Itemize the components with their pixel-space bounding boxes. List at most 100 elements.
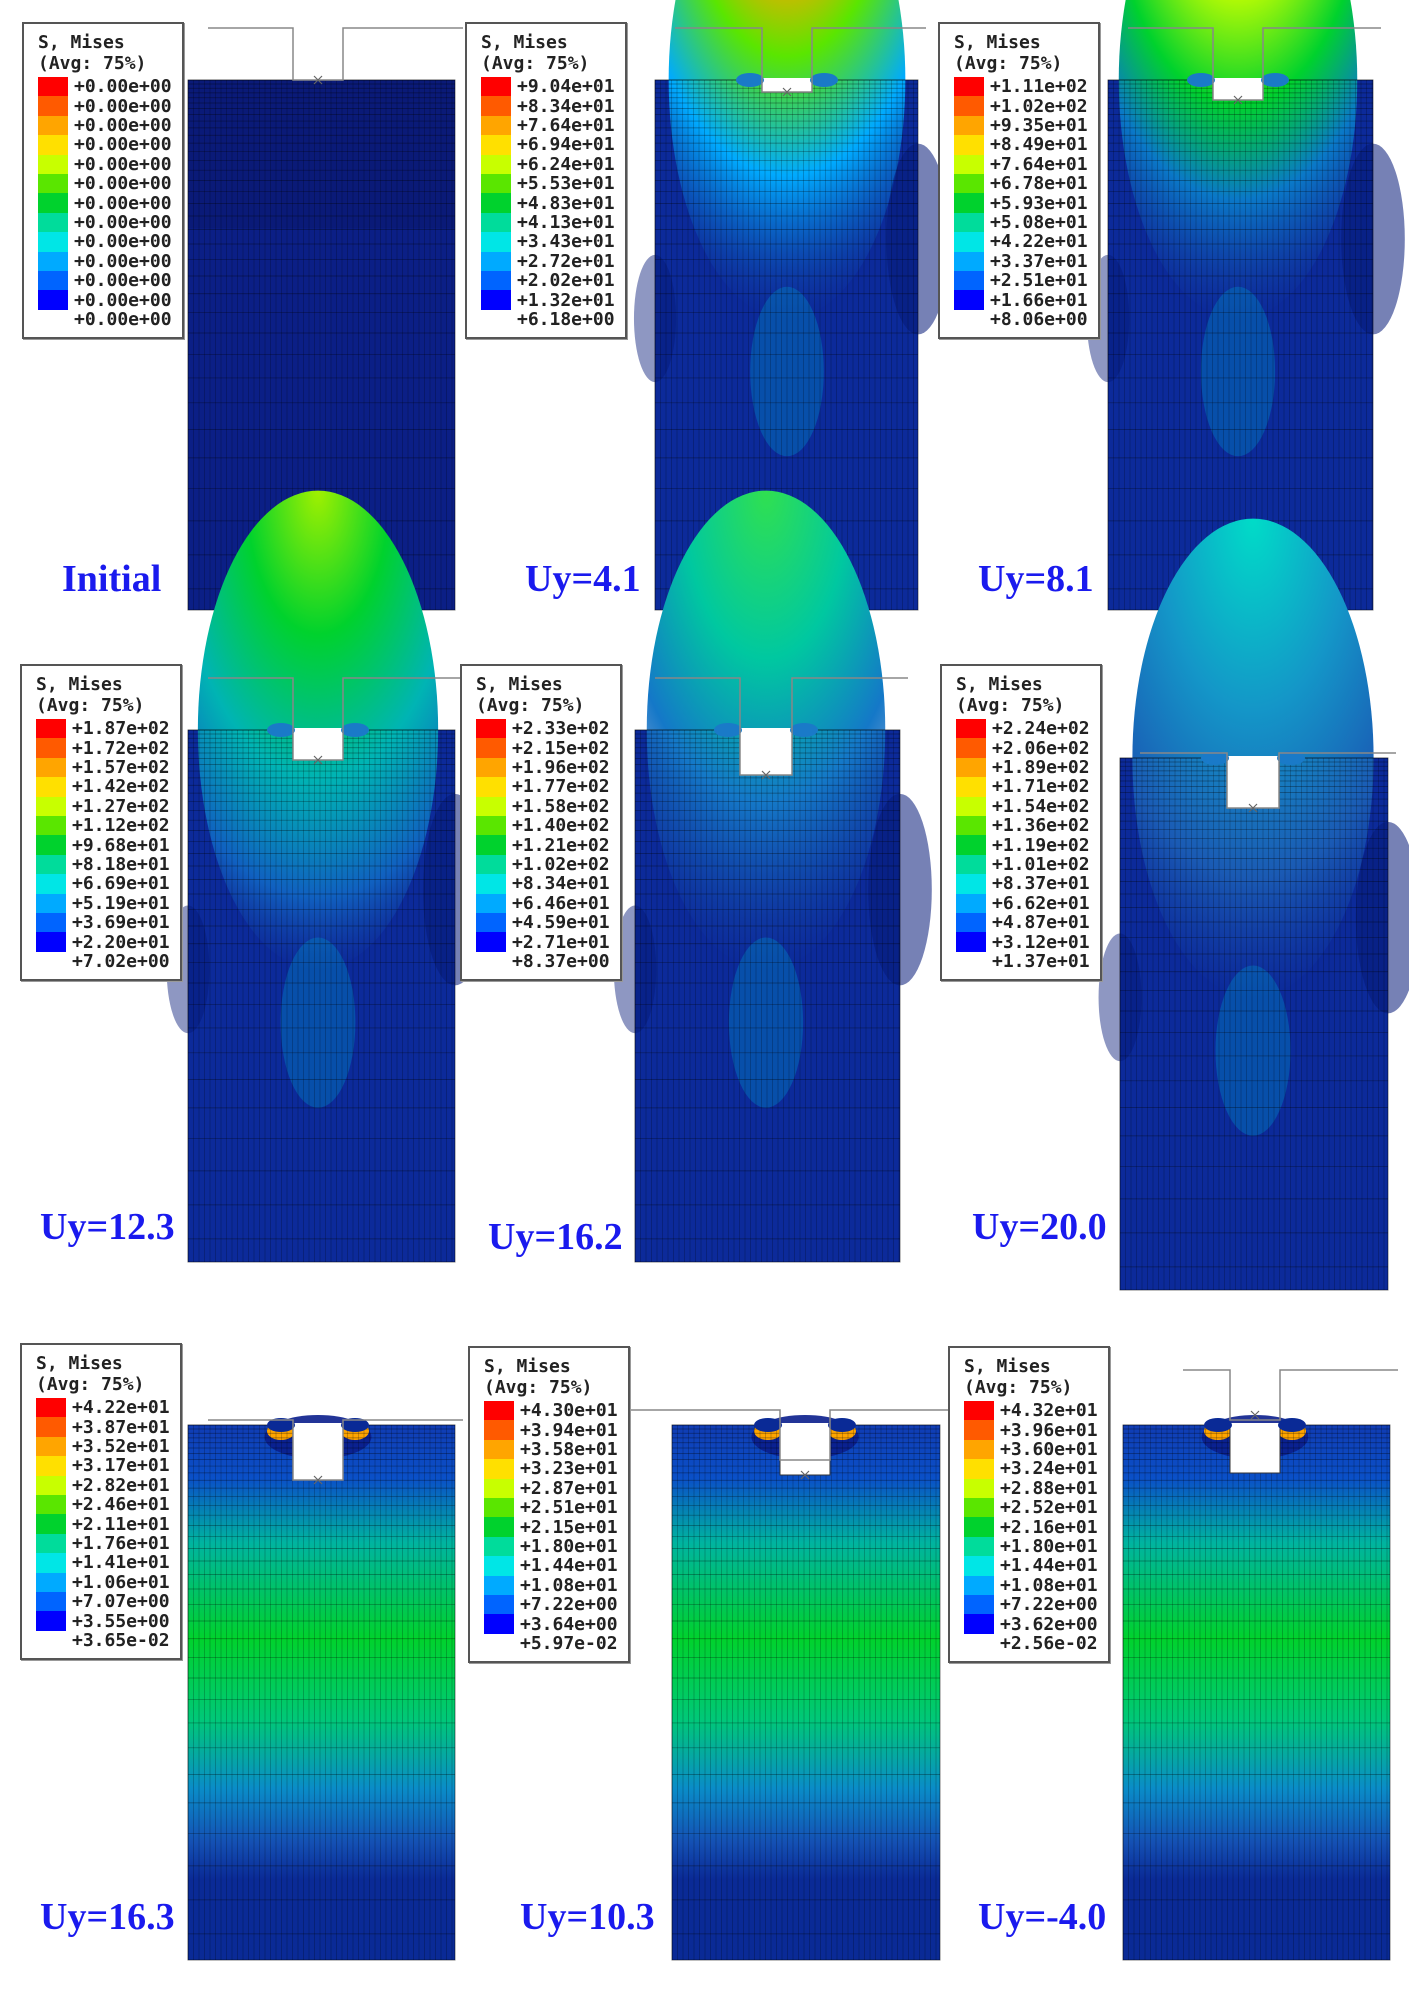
- legend-row: +1.32e+01: [481, 289, 615, 311]
- legend-title: S, Mises: [481, 32, 568, 53]
- legend-7: S, Mises (Avg: 75%) +4.22e+01 +3.87e+01 +3.5…: [20, 1343, 182, 1661]
- legend-row: +7.22e+00: [484, 1594, 618, 1615]
- legend-row: +4.30e+01: [484, 1400, 618, 1422]
- legend-value: +7.02e+00: [72, 950, 170, 972]
- legend-swatch: [476, 796, 506, 816]
- legend-row: +5.08e+01: [954, 212, 1088, 233]
- legend-swatch: [38, 135, 68, 155]
- pile-up-bump: [1187, 73, 1215, 87]
- legend-swatch: [36, 932, 66, 952]
- legend-swatch: [476, 912, 506, 933]
- legend-value: +1.96e+02: [512, 756, 610, 778]
- legend-row: +8.37e+01: [956, 873, 1090, 895]
- legend-swatch: [964, 1594, 994, 1615]
- contour-panel-3: [1086, 0, 1405, 611]
- legend-scale: +1.11e+02 +1.02e+02 +9.35e+01 +8.49e+01 +7.6…: [954, 76, 1088, 330]
- legend-row: +1.57e+02: [36, 757, 170, 778]
- legend-value: +8.37e+00: [512, 950, 610, 972]
- legend-value: +0.00e+00: [74, 76, 172, 98]
- legend-swatch: [956, 854, 986, 875]
- legend-value: +1.27e+02: [72, 795, 170, 817]
- legend-value: +2.52e+01: [1000, 1497, 1098, 1519]
- legend-row: +5.19e+01: [36, 893, 170, 914]
- legend-value: +1.19e+02: [992, 834, 1090, 856]
- legend-value: +0.00e+00: [74, 153, 172, 175]
- legend-row: +1.36e+02: [956, 815, 1090, 836]
- legend-row: +3.62e+00: [964, 1613, 1098, 1635]
- legend-row: +1.37e+01: [956, 950, 1090, 972]
- legend-value: +3.62e+00: [1000, 1613, 1098, 1635]
- legend-value: +2.72e+01: [517, 250, 615, 272]
- legend-value: +6.62e+01: [992, 892, 1090, 914]
- legend-swatch: [954, 251, 984, 271]
- legend-swatch: [36, 1611, 66, 1631]
- legend-row: +1.42e+02: [36, 776, 170, 797]
- legend-swatch: [956, 912, 986, 933]
- legend-swatch: [956, 796, 986, 816]
- legend-swatch: [38, 193, 68, 213]
- legend-row: +0.00e+00: [38, 76, 172, 98]
- legend-value: +4.22e+01: [72, 1397, 170, 1419]
- legend-title: S, Mises: [956, 674, 1043, 695]
- legend-value: +8.06e+00: [990, 308, 1088, 330]
- legend-swatch: [36, 1417, 66, 1437]
- legend-swatch: [964, 1536, 994, 1557]
- legend-row: +3.69e+01: [36, 912, 170, 933]
- legend-value: +1.02e+02: [990, 95, 1088, 117]
- legend-value: +1.37e+01: [992, 950, 1090, 972]
- legend-row: +2.72e+01: [481, 250, 615, 272]
- legend-swatch: [481, 173, 511, 194]
- legend-row: +4.13e+01: [481, 212, 615, 233]
- legend-value: +1.32e+01: [517, 289, 615, 311]
- legend-swatch: [38, 77, 68, 97]
- legend-row: +0.00e+00: [38, 231, 172, 252]
- legend-row: +2.15e+01: [484, 1516, 618, 1538]
- legend-value: +9.35e+01: [990, 114, 1088, 136]
- legend-row: +6.46e+01: [476, 893, 610, 914]
- legend-value: +2.15e+01: [520, 1516, 618, 1538]
- legend-value: +2.06e+02: [992, 737, 1090, 759]
- panel-caption: Uy=4.1: [525, 558, 641, 600]
- legend-subtitle: (Avg: 75%): [484, 1377, 593, 1398]
- reference-point-marker: [1233, 95, 1243, 105]
- legend-title: S, Mises: [484, 1356, 571, 1377]
- legend-row: +1.02e+02: [476, 854, 610, 875]
- legend-row: +3.55e+00: [36, 1610, 170, 1632]
- legend-value: +3.58e+01: [520, 1438, 618, 1460]
- reference-point-marker: [313, 1475, 323, 1485]
- legend-value: +1.72e+02: [72, 737, 170, 759]
- legend-row: +8.18e+01: [36, 854, 170, 875]
- legend-swatch: [484, 1420, 514, 1440]
- legend-row: +3.94e+01: [484, 1420, 618, 1441]
- legend-value: +3.55e+00: [72, 1610, 170, 1632]
- legend-value: +6.69e+01: [72, 873, 170, 895]
- legend-row: +7.22e+00: [964, 1594, 1098, 1615]
- pile-up-bump: [341, 1418, 369, 1432]
- legend-swatch: [36, 893, 66, 913]
- legend-swatch: [38, 232, 68, 252]
- legend-value: +3.65e-02: [72, 1629, 170, 1651]
- legend-value: +3.24e+01: [1000, 1458, 1098, 1480]
- legend-row: +1.08e+01: [484, 1575, 618, 1596]
- contour-panel-6: [1098, 518, 1409, 1291]
- legend-value: +1.80e+01: [1000, 1535, 1098, 1557]
- legend-row: +5.93e+01: [954, 193, 1088, 214]
- legend-value: +6.78e+01: [990, 173, 1088, 195]
- legend-8: S, Mises (Avg: 75%) +4.30e+01 +3.94e+01 +3.5…: [468, 1346, 630, 1664]
- legend-swatch: [481, 96, 511, 116]
- legend-row: +1.71e+02: [956, 776, 1090, 797]
- legend-value: +4.59e+01: [512, 912, 610, 934]
- legend-row: +0.00e+00: [38, 153, 172, 175]
- legend-value: +1.54e+02: [992, 795, 1090, 817]
- legend-swatch: [954, 232, 984, 252]
- legend-subtitle: (Avg: 75%): [36, 1374, 145, 1395]
- mesh-block: [672, 1425, 940, 1960]
- legend-value: +8.37e+01: [992, 873, 1090, 895]
- notch-cavity: [1213, 78, 1263, 100]
- legend-value: +2.56e-02: [1000, 1632, 1098, 1654]
- legend-value: +4.30e+01: [520, 1400, 618, 1422]
- legend-swatch: [476, 835, 506, 855]
- legend-row: +2.87e+01: [484, 1478, 618, 1499]
- legend-swatch: [36, 1475, 66, 1495]
